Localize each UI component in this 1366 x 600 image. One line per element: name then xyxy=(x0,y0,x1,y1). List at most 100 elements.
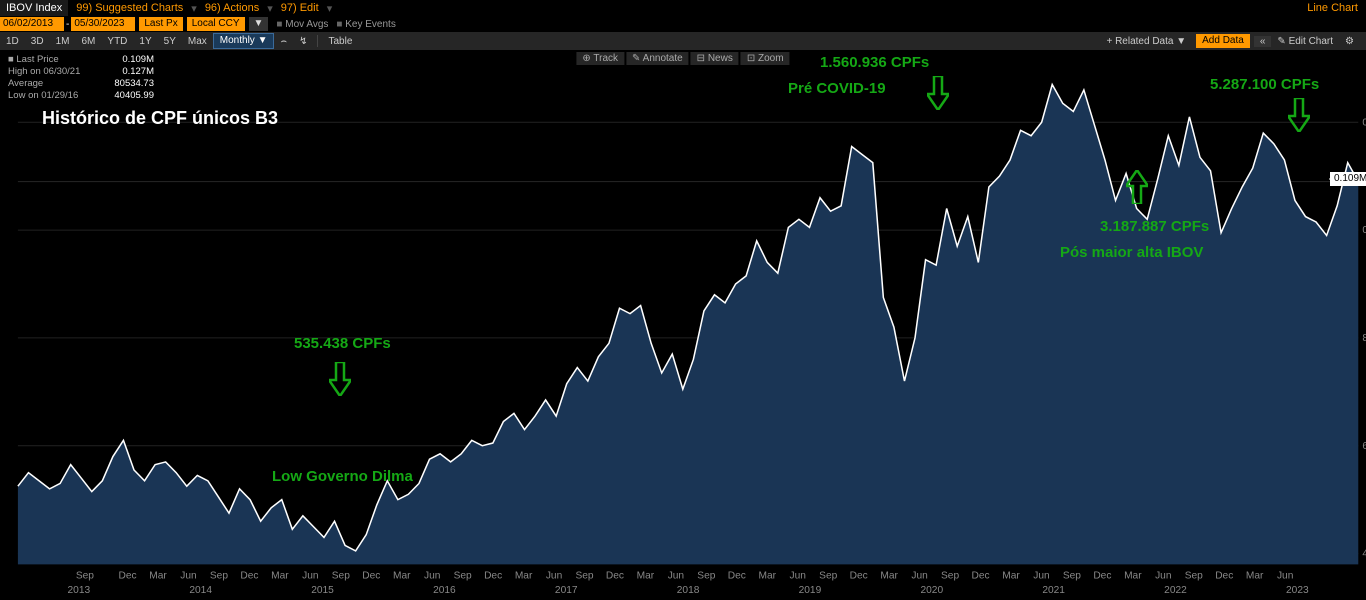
svg-text:2022: 2022 xyxy=(1164,585,1187,596)
menubar: IBOV Index 99) Suggested Charts▾ 96) Act… xyxy=(0,0,1366,16)
svg-text:Jun: Jun xyxy=(180,571,196,582)
range-1D[interactable]: 1D xyxy=(0,36,25,47)
gear-icon[interactable]: ⚙ xyxy=(1339,36,1360,47)
svg-text:Jun: Jun xyxy=(668,571,684,582)
date-dash: - xyxy=(64,19,71,30)
ccy-pill[interactable]: Local CCY xyxy=(187,17,245,31)
date-from-input[interactable] xyxy=(0,17,64,31)
range-YTD[interactable]: YTD xyxy=(101,36,133,47)
svg-text:0.1M: 0.1M xyxy=(1362,225,1366,236)
edit-chart-button[interactable]: ✎ Edit Chart xyxy=(1271,36,1339,47)
related-data-button[interactable]: + Related Data ▼ xyxy=(1100,36,1192,47)
range-3D[interactable]: 3D xyxy=(25,36,50,47)
annotation-label: Low Governo Dilma xyxy=(272,468,413,485)
table-button[interactable]: Table xyxy=(322,36,358,47)
range-toolbar: 1D3D1M6MYTD1Y5YMax Monthly ▼ ⌢ ↯ Table +… xyxy=(0,32,1366,51)
toolbar-icon-1[interactable]: ⌢ xyxy=(274,36,293,47)
svg-text:Dec: Dec xyxy=(484,571,502,582)
svg-text:Dec: Dec xyxy=(1093,571,1111,582)
range-1M[interactable]: 1M xyxy=(50,36,76,47)
svg-text:2020: 2020 xyxy=(920,585,943,596)
keyevents-check[interactable]: Key Events xyxy=(336,19,395,30)
period-select[interactable]: Monthly ▼ xyxy=(213,33,275,49)
svg-text:Jun: Jun xyxy=(1277,571,1293,582)
svg-text:Mar: Mar xyxy=(1246,571,1264,582)
svg-text:2019: 2019 xyxy=(799,585,822,596)
svg-text:Mar: Mar xyxy=(1124,571,1142,582)
svg-text:Sep: Sep xyxy=(819,571,837,582)
chart-type-label[interactable]: Line Chart xyxy=(1307,2,1366,14)
svg-text:Sep: Sep xyxy=(210,571,228,582)
svg-text:2014: 2014 xyxy=(189,585,212,596)
date-to-input[interactable] xyxy=(71,17,135,31)
svg-text:Jun: Jun xyxy=(911,571,927,582)
line-chart-svg: 40000 60000 80000 0.1M 0.12M 2013 Sep Dec 2014 Ma… xyxy=(0,50,1366,600)
add-data-input[interactable]: Add Data xyxy=(1196,34,1250,48)
svg-text:Dec: Dec xyxy=(606,571,624,582)
price-field-pill[interactable]: Last Px xyxy=(139,17,182,31)
ticker-label: IBOV Index xyxy=(0,0,68,16)
annotation-label: 535.438 CPFs xyxy=(294,335,391,352)
svg-text:Jun: Jun xyxy=(790,571,806,582)
collapse-icon[interactable]: « xyxy=(1254,36,1272,47)
range-1Y[interactable]: 1Y xyxy=(133,36,157,47)
annotation-label: 5.287.100 CPFs xyxy=(1210,76,1319,93)
svg-text:Mar: Mar xyxy=(149,571,167,582)
svg-text:40000: 40000 xyxy=(1362,549,1366,560)
svg-text:2021: 2021 xyxy=(1042,585,1065,596)
range-5Y[interactable]: 5Y xyxy=(158,36,182,47)
svg-text:60000: 60000 xyxy=(1362,441,1366,452)
svg-text:Mar: Mar xyxy=(393,571,411,582)
arrow-down-icon xyxy=(927,76,949,110)
menu-actions[interactable]: 96) Actions xyxy=(197,0,267,16)
menu-suggested-charts[interactable]: 99) Suggested Charts xyxy=(68,0,191,16)
movavg-check[interactable]: Mov Avgs xyxy=(276,19,328,30)
annotation-label: 3.187.887 CPFs xyxy=(1100,218,1209,235)
date-bar: - Last Px Local CCY ▼ Mov Avgs Key Event… xyxy=(0,16,1366,32)
range-Max[interactable]: Max xyxy=(182,36,213,47)
svg-text:Jun: Jun xyxy=(302,571,318,582)
svg-text:Jun: Jun xyxy=(546,571,562,582)
range-6M[interactable]: 6M xyxy=(76,36,102,47)
menu-edit[interactable]: 97) Edit xyxy=(273,0,327,16)
toolbar-icon-2[interactable]: ↯ xyxy=(293,36,313,47)
arrow-down-icon xyxy=(329,362,351,396)
svg-text:2017: 2017 xyxy=(555,585,578,596)
svg-text:2015: 2015 xyxy=(311,585,334,596)
svg-text:2023: 2023 xyxy=(1286,585,1309,596)
annotation-label: 1.560.936 CPFs xyxy=(820,54,929,71)
svg-text:Mar: Mar xyxy=(759,571,777,582)
arrow-up-icon xyxy=(1126,170,1148,204)
svg-text:Sep: Sep xyxy=(76,571,94,582)
svg-text:Mar: Mar xyxy=(880,571,898,582)
svg-text:Sep: Sep xyxy=(575,571,593,582)
chart-area[interactable]: 40000 60000 80000 0.1M 0.12M 2013 Sep Dec 2014 Ma… xyxy=(0,50,1366,600)
svg-text:80000: 80000 xyxy=(1362,333,1366,344)
svg-text:Jun: Jun xyxy=(1033,571,1049,582)
svg-text:Mar: Mar xyxy=(637,571,655,582)
svg-text:Dec: Dec xyxy=(850,571,868,582)
svg-text:Mar: Mar xyxy=(1002,571,1020,582)
svg-text:Sep: Sep xyxy=(1063,571,1081,582)
svg-text:Sep: Sep xyxy=(697,571,715,582)
svg-text:Jun: Jun xyxy=(1155,571,1171,582)
svg-text:Dec: Dec xyxy=(119,571,137,582)
dropdown-icon[interactable]: ▼ xyxy=(249,17,269,31)
arrow-down-icon xyxy=(1288,98,1310,132)
svg-text:Dec: Dec xyxy=(240,571,258,582)
svg-text:Mar: Mar xyxy=(271,571,289,582)
chart-title-annotation: Histórico de CPF únicos B3 xyxy=(42,108,278,129)
svg-text:Jun: Jun xyxy=(424,571,440,582)
svg-text:0.12M: 0.12M xyxy=(1362,117,1366,128)
last-price-flag: 0.109M xyxy=(1330,172,1366,186)
svg-text:Sep: Sep xyxy=(941,571,959,582)
svg-text:Dec: Dec xyxy=(728,571,746,582)
svg-text:Sep: Sep xyxy=(1185,571,1203,582)
svg-text:Dec: Dec xyxy=(1215,571,1233,582)
svg-text:2013: 2013 xyxy=(68,585,91,596)
annotation-label: Pré COVID-19 xyxy=(788,80,886,97)
svg-text:Mar: Mar xyxy=(515,571,533,582)
svg-text:Sep: Sep xyxy=(454,571,472,582)
svg-text:Sep: Sep xyxy=(332,571,350,582)
svg-text:2016: 2016 xyxy=(433,585,456,596)
